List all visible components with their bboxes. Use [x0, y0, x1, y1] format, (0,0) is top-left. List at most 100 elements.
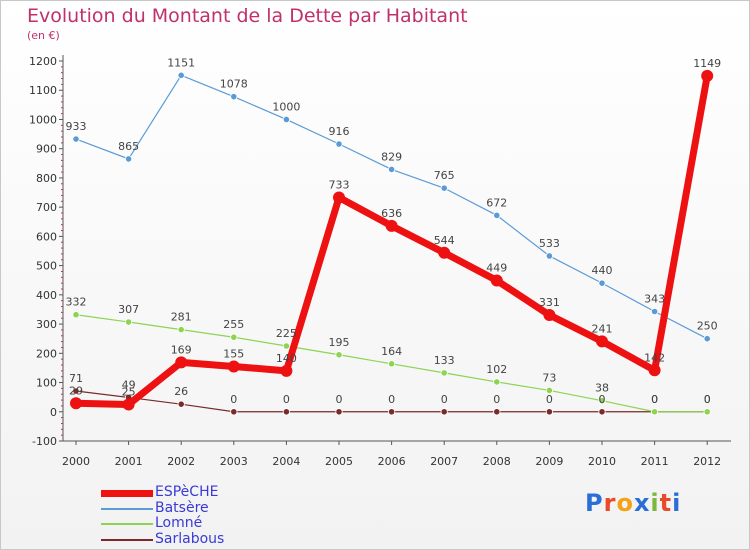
x-tick-label: 2008 [483, 455, 511, 468]
legend-label: Lomné [155, 515, 203, 531]
chart-unit: (en €) [27, 29, 60, 42]
data-point [227, 360, 240, 373]
data-point [650, 307, 659, 316]
y-tick-label: -100 [32, 435, 57, 448]
y-tick-label: 1100 [29, 84, 57, 97]
data-label: 164 [381, 345, 402, 358]
x-tick-label: 2003 [220, 455, 248, 468]
data-label: 672 [486, 196, 507, 209]
x-tick-label: 2006 [378, 455, 406, 468]
data-label: 343 [644, 293, 665, 306]
data-point [333, 191, 345, 204]
x-tick-label: 2001 [115, 455, 143, 468]
data-label: 0 [651, 393, 658, 406]
chart-title: Evolution du Montant de la Dette par Hab… [27, 5, 468, 27]
data-point [282, 408, 290, 416]
data-point [438, 246, 451, 259]
data-label: 169 [171, 343, 192, 356]
data-label: 331 [539, 296, 560, 309]
x-tick-label: 2000 [62, 455, 90, 468]
legend-swatch [101, 538, 153, 541]
data-point [598, 397, 606, 405]
data-label: 636 [381, 207, 402, 220]
data-point [177, 326, 185, 334]
logo-letter: i [672, 489, 682, 517]
data-label: 1149 [693, 57, 721, 70]
x-tick-label: 2004 [272, 455, 300, 468]
data-label: 544 [434, 234, 455, 247]
legend-item: Lomné [101, 515, 301, 532]
data-label: 195 [329, 336, 350, 349]
data-point [387, 165, 396, 174]
data-label: 0 [704, 393, 711, 406]
data-label: 142 [644, 351, 665, 364]
data-point [125, 318, 133, 326]
data-label: 1078 [220, 78, 248, 91]
data-label: 241 [592, 322, 613, 335]
x-tick-label: 2011 [641, 455, 669, 468]
data-point [543, 309, 556, 322]
data-point [177, 400, 185, 408]
data-label: 0 [546, 393, 553, 406]
data-label: 71 [69, 372, 83, 385]
proxiti-logo: Proxiti [585, 489, 681, 517]
x-tick-label: 2005 [325, 455, 353, 468]
y-tick-label: 200 [36, 347, 57, 360]
y-tick-label: 500 [36, 260, 57, 273]
data-point [230, 408, 238, 416]
data-point [598, 279, 606, 287]
data-point [703, 408, 711, 416]
data-label: 0 [493, 393, 500, 406]
data-point [387, 360, 396, 368]
data-point [175, 356, 188, 369]
legend-label: Sarlabous [155, 530, 225, 547]
data-label: 102 [486, 363, 507, 376]
data-point [70, 397, 82, 410]
y-tick-label: 1000 [29, 113, 57, 126]
legend-swatch [101, 507, 153, 510]
data-label: 0 [230, 393, 237, 406]
logo-letter: t [659, 489, 673, 517]
data-point [545, 386, 554, 395]
logo-letter: r [603, 489, 617, 517]
data-label: 0 [651, 393, 658, 406]
y-tick-label: 700 [36, 201, 57, 214]
data-label: 281 [171, 311, 192, 324]
data-point [545, 408, 554, 416]
logo-letter: i [650, 489, 660, 517]
y-tick-label: 100 [36, 377, 57, 390]
data-point [490, 274, 503, 287]
data-label: 0 [599, 393, 606, 406]
data-point [440, 408, 448, 416]
y-tick-label: 300 [36, 318, 57, 331]
data-label: 533 [539, 237, 560, 250]
data-label: 29 [69, 384, 83, 397]
data-point [648, 364, 661, 377]
data-label: 916 [329, 125, 350, 138]
y-tick-label: 800 [36, 172, 57, 185]
data-label: 250 [697, 320, 718, 333]
data-point [280, 364, 293, 377]
data-point [703, 335, 711, 343]
data-point [125, 155, 133, 163]
data-label: 0 [336, 393, 343, 406]
legend-swatch [101, 523, 153, 525]
x-tick-label: 2012 [693, 455, 721, 468]
data-label: 155 [223, 347, 244, 360]
data-label: 0 [441, 393, 448, 406]
y-tick-label: 600 [36, 230, 57, 243]
data-point [545, 252, 554, 260]
data-point [387, 408, 396, 416]
data-point [440, 184, 448, 192]
data-label: 133 [434, 354, 455, 367]
data-point [230, 93, 238, 101]
legend-label: ESPèCHE [155, 484, 219, 500]
data-point [177, 71, 185, 79]
data-label: 140 [276, 352, 297, 365]
data-label: 0 [388, 393, 395, 406]
data-point [493, 211, 501, 219]
data-point [335, 351, 343, 359]
data-label: 1151 [167, 56, 195, 69]
